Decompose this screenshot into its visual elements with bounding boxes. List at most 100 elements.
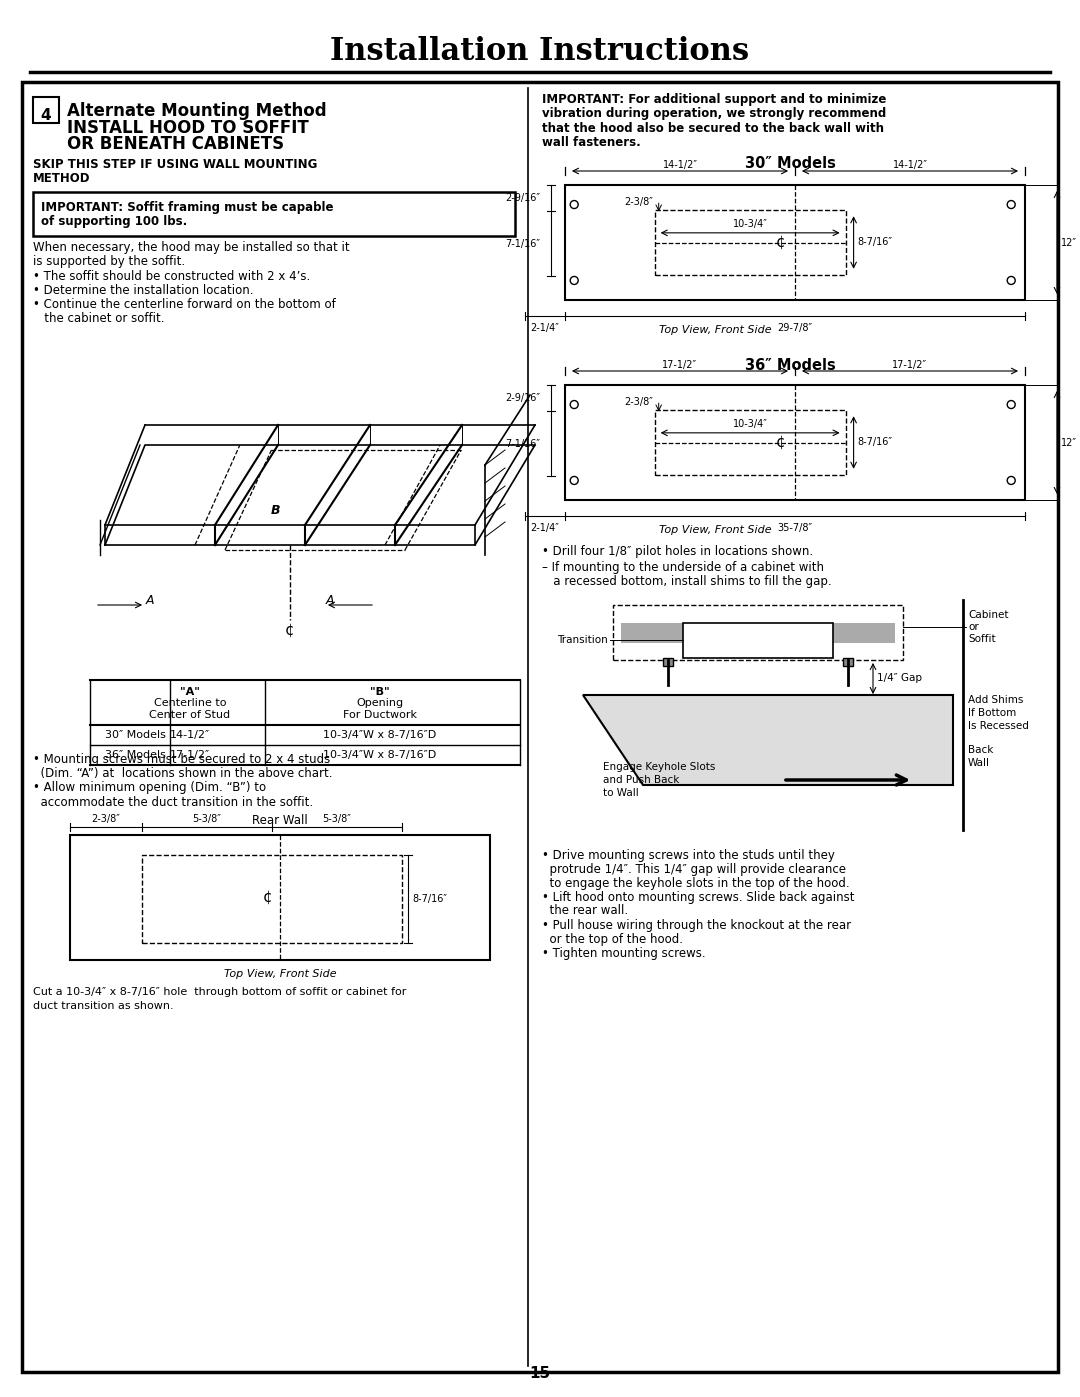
Text: • Pull house wiring through the knockout at the rear: • Pull house wiring through the knockout… — [542, 918, 851, 932]
Text: 14-1/2″: 14-1/2″ — [662, 161, 698, 170]
Text: • Tighten mounting screws.: • Tighten mounting screws. — [542, 947, 705, 960]
Text: Alternate Mounting Method: Alternate Mounting Method — [67, 102, 326, 120]
Text: vibration during operation, we strongly recommend: vibration during operation, we strongly … — [542, 108, 887, 120]
Text: A: A — [326, 594, 334, 606]
Bar — [141, 855, 402, 943]
Text: • Lift hood onto mounting screws. Slide back against: • Lift hood onto mounting screws. Slide … — [542, 890, 854, 904]
Text: 30″ Models: 30″ Models — [744, 155, 836, 170]
Text: Rear Wall: Rear Wall — [252, 813, 308, 827]
Text: Engage Keyhole Slots: Engage Keyhole Slots — [603, 761, 715, 773]
Bar — [613, 605, 903, 659]
Text: "B": "B" — [370, 687, 390, 697]
Text: METHOD: METHOD — [33, 172, 91, 186]
Text: Cabinet: Cabinet — [968, 610, 1009, 620]
Text: that the hood also be secured to the back wall with: that the hood also be secured to the bac… — [542, 122, 885, 134]
Text: 10-3/4″: 10-3/4″ — [732, 419, 768, 429]
Text: 10-3/4″W x 8-7/16″D: 10-3/4″W x 8-7/16″D — [323, 731, 436, 740]
Text: • Determine the installation location.: • Determine the installation location. — [33, 284, 254, 296]
Text: 17-1/2″: 17-1/2″ — [892, 360, 928, 370]
Text: Is Recessed: Is Recessed — [968, 721, 1029, 731]
Text: 5-3/8″: 5-3/8″ — [323, 814, 351, 824]
Text: 1/4″ Gap: 1/4″ Gap — [877, 673, 922, 683]
Text: 7-1/16″: 7-1/16″ — [505, 439, 540, 448]
Text: 2-3/8″: 2-3/8″ — [624, 397, 652, 408]
Text: Cut a 10-3/4″ x 8-7/16″ hole  through bottom of soffit or cabinet for: Cut a 10-3/4″ x 8-7/16″ hole through bot… — [33, 988, 406, 997]
Text: Top View, Front Side: Top View, Front Side — [659, 525, 771, 535]
Text: Back: Back — [968, 745, 994, 754]
Text: 15: 15 — [529, 1366, 551, 1382]
Bar — [663, 658, 673, 666]
Text: wall fasteners.: wall fasteners. — [542, 136, 640, 148]
Text: ¢: ¢ — [777, 235, 786, 250]
Bar — [683, 623, 833, 658]
Text: 12″: 12″ — [1061, 437, 1077, 447]
Polygon shape — [583, 694, 953, 785]
Text: 2-9/16″: 2-9/16″ — [505, 193, 540, 203]
Text: INSTALL HOOD TO SOFFIT: INSTALL HOOD TO SOFFIT — [67, 119, 309, 137]
Text: B: B — [270, 503, 280, 517]
Text: 2-1/4″: 2-1/4″ — [530, 323, 559, 332]
Text: IMPORTANT: For additional support and to minimize: IMPORTANT: For additional support and to… — [542, 94, 887, 106]
Text: 2-1/4″: 2-1/4″ — [530, 522, 559, 534]
Text: 10-3/4″W x 8-7/16″D: 10-3/4″W x 8-7/16″D — [323, 750, 436, 760]
Text: 17-1/2″: 17-1/2″ — [662, 360, 698, 370]
Text: 2-3/8″: 2-3/8″ — [624, 197, 652, 207]
Text: 17-1/2″: 17-1/2″ — [170, 750, 211, 760]
Text: • Allow minimum opening (Dim. “B”) to: • Allow minimum opening (Dim. “B”) to — [33, 781, 266, 795]
Bar — [565, 386, 1025, 500]
Bar — [621, 623, 895, 643]
Text: (Dim. “A”) at  locations shown in the above chart.: (Dim. “A”) at locations shown in the abo… — [33, 767, 333, 781]
Bar — [70, 835, 490, 960]
Text: ¢: ¢ — [264, 890, 273, 904]
Text: 14-1/2″: 14-1/2″ — [892, 161, 928, 170]
Bar — [565, 184, 1025, 300]
Text: the cabinet or soffit.: the cabinet or soffit. — [33, 312, 164, 324]
Text: 7-1/16″: 7-1/16″ — [505, 239, 540, 249]
Text: • The soffit should be constructed with 2 x 4’s.: • The soffit should be constructed with … — [33, 270, 310, 282]
Text: Wall: Wall — [968, 759, 990, 768]
Text: "A": "A" — [180, 687, 200, 697]
Text: 29-7/8″: 29-7/8″ — [778, 323, 812, 332]
Text: 10-3/4″: 10-3/4″ — [732, 219, 768, 229]
Text: 12″: 12″ — [1061, 237, 1077, 247]
Text: and Push Back: and Push Back — [603, 775, 679, 785]
Text: 4: 4 — [41, 108, 52, 123]
Text: If Bottom: If Bottom — [968, 708, 1016, 718]
Bar — [654, 211, 846, 275]
Text: Opening: Opening — [356, 698, 404, 708]
Text: • Continue the centerline forward on the bottom of: • Continue the centerline forward on the… — [33, 298, 336, 310]
Text: Top View, Front Side: Top View, Front Side — [224, 970, 336, 979]
Text: When necessary, the hood may be installed so that it: When necessary, the hood may be installe… — [33, 242, 350, 254]
Text: • Drill four 1/8″ pilot holes in locations shown.: • Drill four 1/8″ pilot holes in locatio… — [542, 545, 813, 559]
Text: 36″ Models: 36″ Models — [105, 750, 165, 760]
Text: 8-7/16″: 8-7/16″ — [858, 237, 892, 247]
Text: the rear wall.: the rear wall. — [542, 904, 629, 918]
Text: For Ductwork: For Ductwork — [343, 710, 417, 719]
Text: A: A — [146, 594, 154, 606]
Text: 35-7/8″: 35-7/8″ — [778, 522, 812, 534]
Text: • Drive mounting screws into the studs until they: • Drive mounting screws into the studs u… — [542, 848, 835, 862]
Text: Transition: Transition — [557, 636, 608, 645]
Text: protrude 1/4″. This 1/4″ gap will provide clearance: protrude 1/4″. This 1/4″ gap will provid… — [542, 862, 846, 876]
Text: – If mounting to the underside of a cabinet with: – If mounting to the underside of a cabi… — [542, 560, 824, 574]
Text: accommodate the duct transition in the soffit.: accommodate the duct transition in the s… — [33, 795, 313, 809]
Text: 5-3/8″: 5-3/8″ — [192, 814, 221, 824]
Text: Soffit: Soffit — [968, 634, 996, 644]
Text: a recessed bottom, install shims to fill the gap.: a recessed bottom, install shims to fill… — [542, 574, 832, 588]
Text: Add Shims: Add Shims — [968, 694, 1024, 705]
Text: 30″ Models: 30″ Models — [105, 731, 165, 740]
Text: ¢: ¢ — [285, 623, 295, 637]
Text: duct transition as shown.: duct transition as shown. — [33, 1002, 174, 1011]
Bar — [33, 191, 515, 236]
Text: 8-7/16″: 8-7/16″ — [411, 894, 447, 904]
Text: or: or — [968, 622, 978, 631]
Text: IMPORTANT: Soffit framing must be capable: IMPORTANT: Soffit framing must be capabl… — [41, 201, 334, 214]
Bar — [33, 96, 59, 123]
Text: of supporting 100 lbs.: of supporting 100 lbs. — [41, 215, 187, 229]
Text: 2-3/8″: 2-3/8″ — [92, 814, 121, 824]
Text: SKIP THIS STEP IF USING WALL MOUNTING: SKIP THIS STEP IF USING WALL MOUNTING — [33, 158, 318, 172]
Text: Centerline to: Centerline to — [153, 698, 226, 708]
Text: or the top of the hood.: or the top of the hood. — [542, 933, 683, 946]
Text: 8-7/16″: 8-7/16″ — [858, 437, 892, 447]
Text: to engage the keyhole slots in the top of the hood.: to engage the keyhole slots in the top o… — [542, 876, 850, 890]
